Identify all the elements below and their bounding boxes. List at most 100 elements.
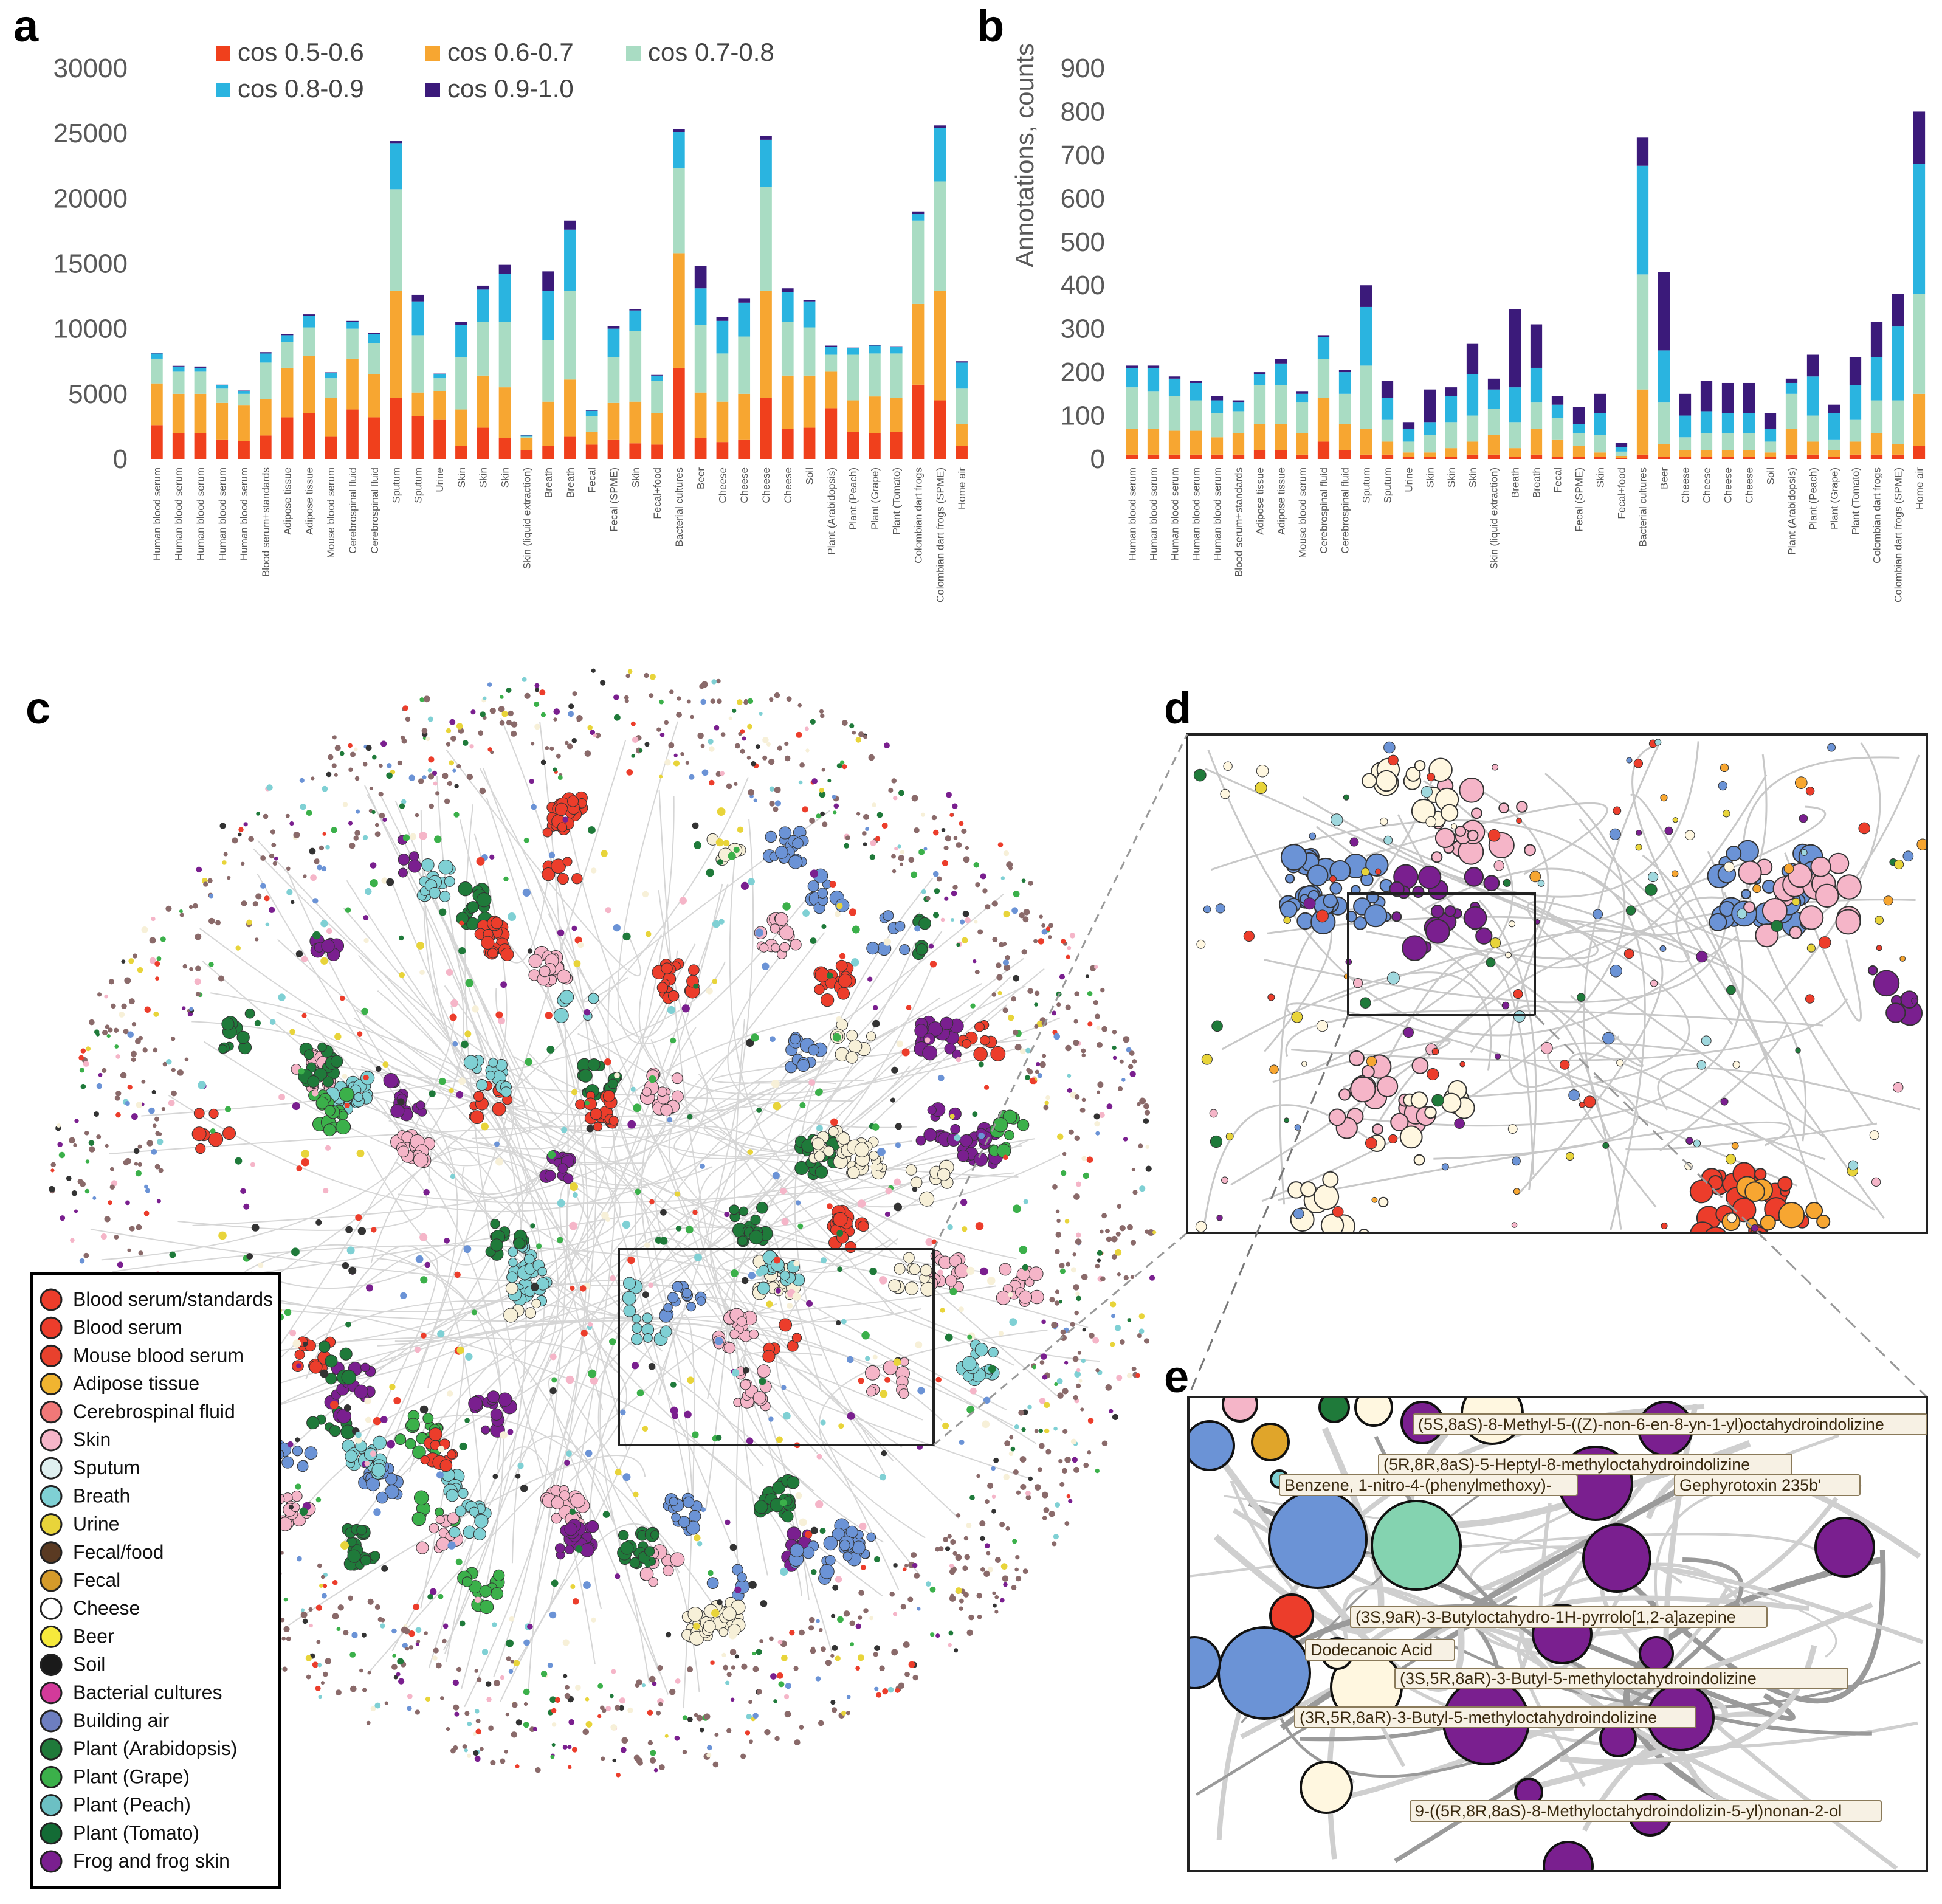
network-node [895,920,906,932]
network-node [1145,1145,1150,1149]
network-node [569,1508,576,1515]
chart-a-bar-segment [477,285,489,290]
network-node [816,1125,823,1132]
network-node [858,1590,864,1596]
network-node [709,746,715,752]
network-node [398,1678,405,1685]
network-node [748,1581,757,1589]
network-node [1737,908,1747,919]
chart-b-bar-segment [1615,451,1628,456]
network-node [1094,1121,1100,1127]
chart-b-bar-segment [1381,419,1394,442]
network-node [468,1396,483,1411]
network-node [669,1497,678,1506]
network-node [898,855,905,861]
chart-b-ytick: 300 [1061,314,1105,344]
network-node [1251,1423,1290,1461]
network-node [408,1630,415,1637]
network-node [962,1039,971,1049]
legend-label: Fecal [73,1569,120,1591]
network-edge [1478,899,1537,1190]
network-node [1079,1107,1086,1113]
network-node [483,696,487,700]
chart-b-bar-segment [1551,439,1564,457]
legend-marker [40,1597,63,1620]
network-node [1095,1368,1100,1373]
network-node [890,1097,896,1103]
chart-b-bar-segment [1275,385,1287,424]
network-node [386,772,393,779]
network-node [657,1664,663,1671]
network-node [642,1426,649,1432]
legend-marker [40,1485,63,1508]
network-node [652,1681,657,1686]
network-node [686,1302,696,1312]
network-node [1313,1184,1340,1210]
chart-b-bar-segment [1168,376,1181,379]
network-node [1045,1095,1050,1100]
network-node [664,720,669,725]
network-node [811,1646,816,1651]
chart-b-bar-segment [1190,454,1202,459]
network-node [479,1585,492,1598]
chart-a-bar-segment [825,354,838,372]
network-edge [654,1176,782,1257]
network-node [605,907,611,914]
network-node [649,674,656,680]
chart-b-bar-segment [1615,455,1628,458]
network-node [446,1489,459,1502]
network-node [994,1610,999,1614]
network-node [447,1512,460,1525]
network-node [830,1118,838,1126]
legend-label: Building air [73,1709,170,1731]
network-node [317,864,323,871]
network-node [1799,814,1808,823]
network-node [1361,867,1370,877]
chart-b-category-label: Sputum [1382,467,1394,503]
network-node [540,1671,548,1677]
network-node [438,859,453,875]
network-node [531,1299,542,1309]
connector-line [932,734,1188,1250]
network-node [300,803,306,810]
annotation-label: Dodecanoic Acid [1310,1641,1433,1659]
network-node [66,1176,72,1181]
network-node [856,812,861,816]
network-node [523,837,529,843]
chart-b-ytick: 500 [1061,227,1105,257]
network-node [1899,956,1906,962]
network-node [567,1745,572,1750]
network-node [883,1360,898,1375]
network-node [1301,1061,1307,1067]
network-node [1221,1176,1228,1184]
chart-a-bar-segment [912,214,925,221]
chart-a-bar-segment [390,141,402,144]
network-node [732,708,737,713]
chart-b-ytick: 200 [1061,357,1105,387]
network-node [692,1431,699,1438]
network-node [789,1629,795,1636]
network-node [779,1318,793,1332]
chart-b-bar-segment [1658,457,1670,459]
chart-b-bar-segment [1913,294,1926,394]
chart-a-ytick: 10000 [53,314,128,344]
network-node [591,668,596,673]
chart-a-bar-segment [346,358,359,410]
network-node [1268,1489,1368,1589]
network-node [1040,1353,1047,1360]
chart-b-bar-segment [1296,393,1309,403]
network-node [944,896,949,901]
network-edge [1207,749,1738,1037]
network-node [454,1271,461,1278]
network-node [1626,757,1633,764]
chart-b-category-label: Cerebrospinal fluid [1340,467,1351,554]
network-node [675,1226,682,1232]
network-node [881,823,888,829]
network-node [511,730,517,737]
network-node [838,973,852,988]
chart-b-bar-segment [1487,378,1500,390]
network-node [872,1354,878,1360]
network-edge [1543,1562,1746,1610]
annotation-label: 9-((5R,8R,8aS)-8-Methyloctahydroindolizi… [1415,1802,1842,1820]
chart-a-bar-segment [607,357,620,403]
